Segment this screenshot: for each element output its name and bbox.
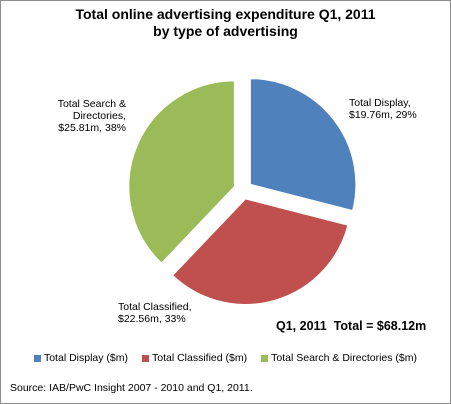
slice-label-line: Directories, bbox=[72, 110, 126, 122]
slice-label-line: Total Display, bbox=[349, 97, 411, 109]
chart-subtitle: by type of advertising bbox=[153, 23, 298, 39]
legend-label: Total Classified ($m) bbox=[152, 352, 248, 364]
legend-label: Total Display ($m) bbox=[43, 352, 128, 364]
pie-slice-classified bbox=[171, 197, 350, 306]
slice-label-line: Total Classified, bbox=[118, 301, 192, 313]
legend-swatch bbox=[261, 354, 269, 362]
slice-label-classified: Total Classified, $22.56m, 33% bbox=[118, 301, 192, 325]
slice-label-line: $19.76m, 29% bbox=[349, 109, 417, 121]
legend-item-search: Total Search & Directories ($m) bbox=[261, 352, 417, 364]
legend: Total Display ($m) Total Classified ($m)… bbox=[0, 352, 451, 364]
slice-label-line: $25.81m, 38% bbox=[58, 122, 126, 134]
legend-swatch bbox=[33, 354, 41, 362]
chart-title: Total online advertising expenditure Q1,… bbox=[75, 6, 376, 22]
legend-label: Total Search & Directories ($m) bbox=[271, 352, 418, 364]
legend-item-classified: Total Classified ($m) bbox=[142, 352, 247, 364]
slice-label-search: Total Search & Directories, $25.81m, 38% bbox=[44, 98, 126, 134]
slice-label-line: $22.56m, 33% bbox=[118, 313, 186, 325]
slice-label-display: Total Display, $19.76m, 29% bbox=[349, 97, 417, 121]
pie-slice-search bbox=[127, 79, 236, 265]
legend-swatch bbox=[142, 354, 149, 362]
legend-item-display: Total Display ($m) bbox=[33, 352, 128, 364]
pie-slice-display bbox=[249, 77, 357, 212]
total-annotation: Q1, 2011 Total = $68.12m bbox=[276, 319, 427, 333]
source-note: Source: IAB/PwC Insight 2007 - 2010 and … bbox=[10, 382, 253, 394]
chart-title-block: Total online advertising expenditure Q1,… bbox=[0, 6, 451, 40]
slice-label-line: Total Search & bbox=[57, 98, 126, 110]
